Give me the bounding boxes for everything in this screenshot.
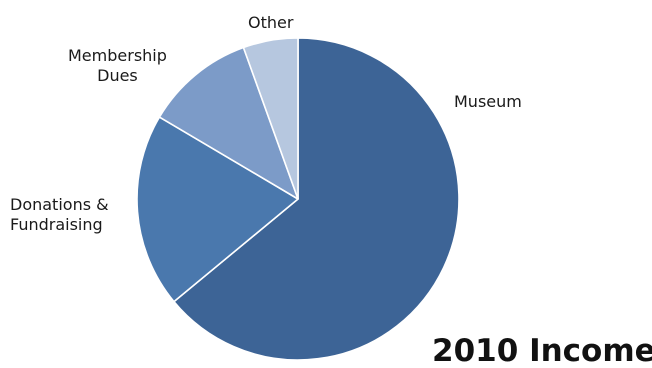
chart-title: 2010 Income [432, 333, 652, 368]
slice-label-other: Other [248, 13, 294, 32]
pie-slice-membership-dues [158, 46, 299, 200]
pie-slice-donations-fundraising [136, 116, 299, 303]
slice-label-donations-fundraising: Donations & Fundraising [10, 195, 109, 234]
pie-slice-museum [173, 37, 460, 361]
slice-label-museum: Museum [454, 92, 522, 111]
pie-slice-other [242, 37, 299, 200]
slice-label-membership-dues: Membership Dues [68, 46, 167, 85]
